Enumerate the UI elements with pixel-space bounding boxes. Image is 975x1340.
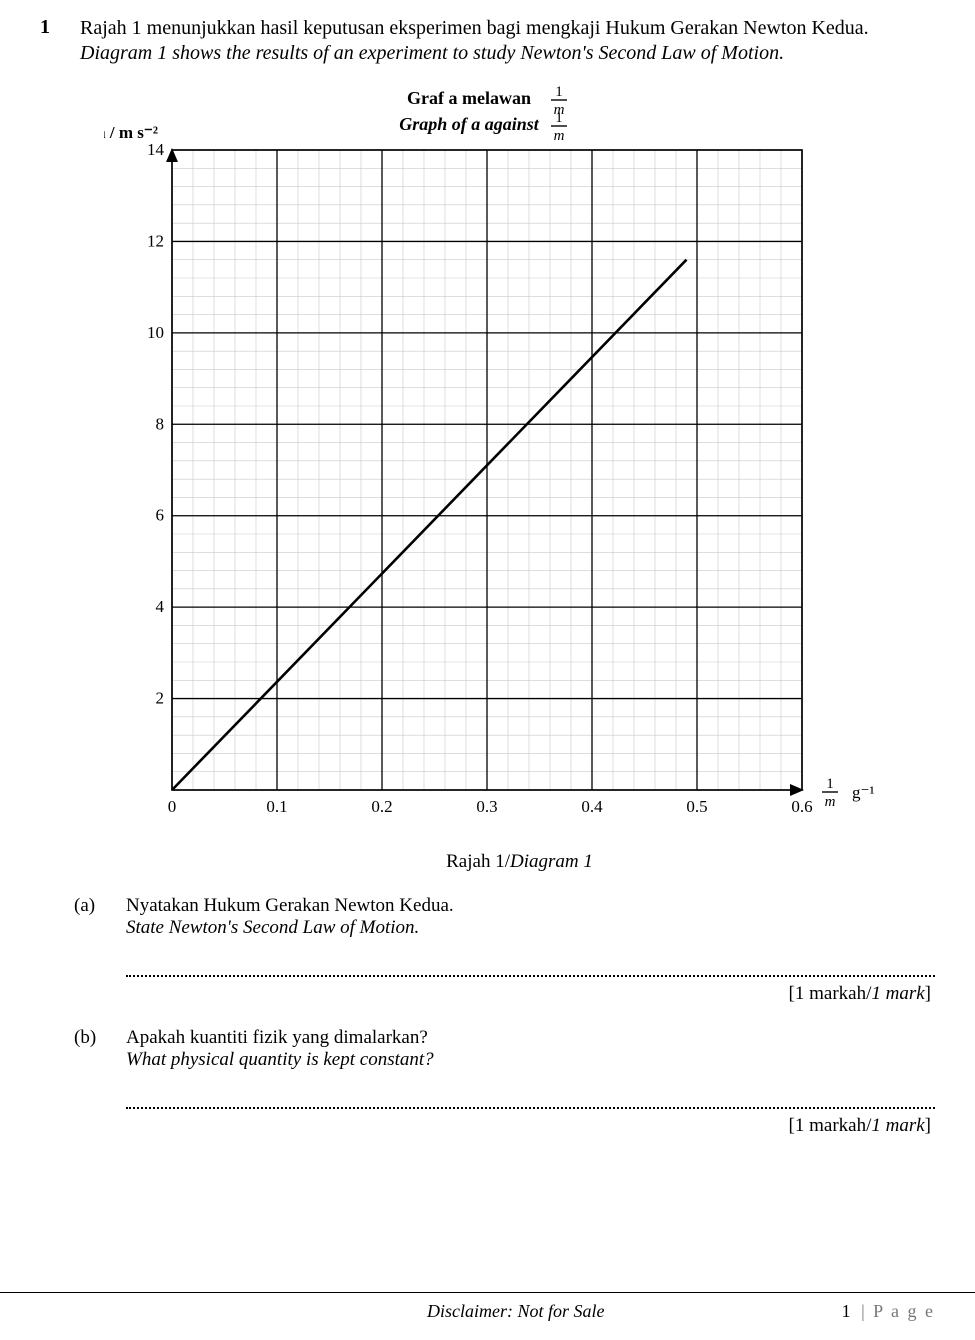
- svg-text:4: 4: [156, 597, 165, 616]
- marks-b-close: ]: [925, 1115, 931, 1136]
- part-b-en: What physical quantity is kept constant?: [126, 1049, 434, 1071]
- marks-a-en: 1 mark: [871, 983, 924, 1004]
- question-row: 1 Rajah 1 menunjukkan hasil keputusan ek…: [40, 16, 935, 66]
- svg-text:Graph of a against: Graph of a against: [399, 114, 540, 134]
- marks-b-ms: [1 markah/: [789, 1115, 872, 1136]
- footer-disclaimer: Disclaimer: Not for Sale: [190, 1301, 842, 1322]
- question-number: 1: [40, 16, 58, 39]
- page-current: 1: [842, 1301, 851, 1321]
- svg-text:m: m: [554, 128, 565, 144]
- svg-text:0.6: 0.6: [791, 797, 812, 816]
- svg-text:1: 1: [555, 84, 563, 100]
- svg-text:8: 8: [156, 414, 165, 433]
- chart-container: Graf a melawan1mGraph of a against1ma / …: [104, 80, 935, 873]
- page-word: P a g e: [873, 1301, 935, 1321]
- line-chart: Graf a melawan1mGraph of a against1ma / …: [104, 80, 924, 840]
- marks-a: [1 markah/1 mark]: [40, 983, 931, 1005]
- marks-b: [1 markah/1 mark]: [40, 1115, 931, 1137]
- part-b: (b) Apakah kuantiti fizik yang dimalarka…: [74, 1027, 935, 1071]
- answer-line-b: [126, 1107, 935, 1109]
- part-b-label: (b): [74, 1027, 108, 1049]
- svg-text:Graf a melawan: Graf a melawan: [407, 88, 531, 108]
- page-footer: Disclaimer: Not for Sale 1 | P a g e: [0, 1292, 975, 1322]
- svg-text:1: 1: [555, 110, 563, 126]
- answer-line-a: [126, 975, 935, 977]
- svg-text:0.4: 0.4: [581, 797, 603, 816]
- svg-text:0.5: 0.5: [686, 797, 707, 816]
- footer-page-number: 1 | P a g e: [842, 1301, 935, 1322]
- marks-b-en: 1 mark: [871, 1115, 924, 1136]
- svg-text:0.2: 0.2: [371, 797, 392, 816]
- diagram-caption: Rajah 1/Diagram 1: [104, 851, 935, 873]
- svg-text:g⁻¹: g⁻¹: [852, 783, 875, 802]
- svg-text:m: m: [825, 794, 836, 810]
- marks-a-ms: [1 markah/: [789, 983, 872, 1004]
- part-a-label: (a): [74, 895, 108, 917]
- page-sep: |: [855, 1301, 874, 1321]
- part-a-ms: Nyatakan Hukum Gerakan Newton Kedua.: [126, 895, 454, 917]
- question-text-ms: Rajah 1 menunjukkan hasil keputusan eksp…: [80, 17, 869, 39]
- caption-en: Diagram 1: [510, 851, 593, 872]
- svg-text:1: 1: [826, 776, 834, 792]
- svg-text:14: 14: [147, 140, 165, 159]
- question-text: Rajah 1 menunjukkan hasil keputusan eksp…: [80, 16, 869, 66]
- svg-text:6: 6: [156, 506, 165, 525]
- part-a-en: State Newton's Second Law of Motion.: [126, 917, 454, 939]
- caption-ms: Rajah 1: [446, 851, 505, 872]
- marks-a-close: ]: [925, 983, 931, 1004]
- svg-text:0.3: 0.3: [476, 797, 497, 816]
- part-b-ms: Apakah kuantiti fizik yang dimalarkan?: [126, 1027, 434, 1049]
- exam-page: 1 Rajah 1 menunjukkan hasil keputusan ek…: [0, 0, 975, 1340]
- part-a: (a) Nyatakan Hukum Gerakan Newton Kedua.…: [74, 895, 935, 939]
- svg-text:12: 12: [147, 231, 164, 250]
- svg-text:0: 0: [168, 797, 177, 816]
- svg-text:10: 10: [147, 323, 164, 342]
- part-a-body: Nyatakan Hukum Gerakan Newton Kedua. Sta…: [126, 895, 454, 939]
- svg-text:0.1: 0.1: [266, 797, 287, 816]
- question-text-en: Diagram 1 shows the results of an experi…: [80, 42, 784, 64]
- svg-text:2: 2: [156, 689, 165, 708]
- part-b-body: Apakah kuantiti fizik yang dimalarkan? W…: [126, 1027, 434, 1071]
